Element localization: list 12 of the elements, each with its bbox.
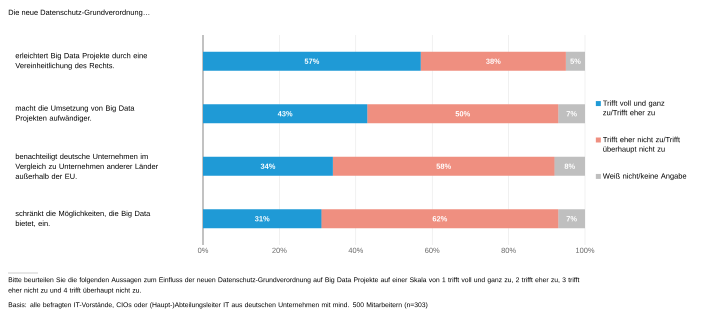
bar <box>566 52 586 71</box>
bar <box>203 209 322 228</box>
bar <box>203 104 368 124</box>
bar <box>420 52 566 71</box>
bar <box>321 209 558 228</box>
bar <box>558 209 586 228</box>
bar <box>203 52 421 71</box>
bar <box>367 104 558 124</box>
bar <box>558 104 586 124</box>
bar <box>332 156 554 176</box>
bar <box>554 156 586 176</box>
bar <box>203 156 333 176</box>
